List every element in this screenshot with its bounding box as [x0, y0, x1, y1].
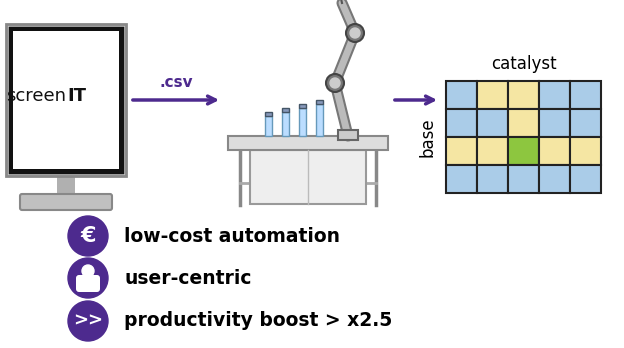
- FancyBboxPatch shape: [477, 137, 508, 165]
- Circle shape: [326, 74, 344, 92]
- Circle shape: [82, 265, 94, 277]
- FancyBboxPatch shape: [477, 165, 508, 193]
- Circle shape: [350, 28, 360, 38]
- Circle shape: [330, 78, 340, 88]
- FancyBboxPatch shape: [539, 109, 570, 137]
- FancyBboxPatch shape: [508, 109, 539, 137]
- FancyBboxPatch shape: [446, 81, 477, 109]
- FancyBboxPatch shape: [338, 130, 358, 140]
- FancyBboxPatch shape: [13, 31, 119, 169]
- Circle shape: [346, 24, 364, 42]
- FancyBboxPatch shape: [446, 137, 477, 165]
- FancyBboxPatch shape: [265, 112, 272, 116]
- FancyBboxPatch shape: [316, 100, 323, 104]
- FancyBboxPatch shape: [6, 24, 126, 176]
- FancyBboxPatch shape: [539, 137, 570, 165]
- FancyBboxPatch shape: [508, 165, 539, 193]
- Circle shape: [68, 258, 108, 298]
- FancyBboxPatch shape: [446, 165, 477, 193]
- FancyBboxPatch shape: [508, 81, 539, 109]
- FancyBboxPatch shape: [265, 116, 272, 136]
- FancyBboxPatch shape: [539, 165, 570, 193]
- FancyBboxPatch shape: [477, 109, 508, 137]
- Text: low-cost automation: low-cost automation: [124, 227, 340, 245]
- FancyBboxPatch shape: [299, 104, 306, 108]
- Text: catalyst: catalyst: [490, 55, 557, 73]
- Circle shape: [68, 216, 108, 256]
- FancyBboxPatch shape: [570, 137, 601, 165]
- FancyBboxPatch shape: [446, 109, 477, 137]
- Text: productivity boost > x2.5: productivity boost > x2.5: [124, 311, 392, 331]
- FancyBboxPatch shape: [250, 150, 366, 204]
- FancyBboxPatch shape: [57, 176, 75, 198]
- FancyBboxPatch shape: [477, 81, 508, 109]
- Text: €: €: [80, 226, 95, 246]
- Text: screen: screen: [6, 87, 66, 105]
- FancyBboxPatch shape: [299, 108, 306, 136]
- Text: >>: >>: [73, 312, 103, 330]
- FancyBboxPatch shape: [539, 81, 570, 109]
- FancyBboxPatch shape: [282, 112, 289, 136]
- FancyBboxPatch shape: [228, 136, 388, 150]
- FancyBboxPatch shape: [10, 28, 122, 172]
- FancyBboxPatch shape: [570, 81, 601, 109]
- FancyBboxPatch shape: [20, 194, 112, 210]
- FancyBboxPatch shape: [76, 275, 100, 292]
- Text: base: base: [419, 117, 437, 157]
- FancyBboxPatch shape: [508, 137, 539, 165]
- FancyBboxPatch shape: [316, 104, 323, 136]
- Text: IT: IT: [67, 87, 86, 105]
- Text: .csv: .csv: [159, 75, 193, 90]
- Circle shape: [68, 301, 108, 341]
- FancyBboxPatch shape: [570, 109, 601, 137]
- Text: user-centric: user-centric: [124, 269, 251, 287]
- FancyBboxPatch shape: [570, 165, 601, 193]
- FancyBboxPatch shape: [282, 108, 289, 112]
